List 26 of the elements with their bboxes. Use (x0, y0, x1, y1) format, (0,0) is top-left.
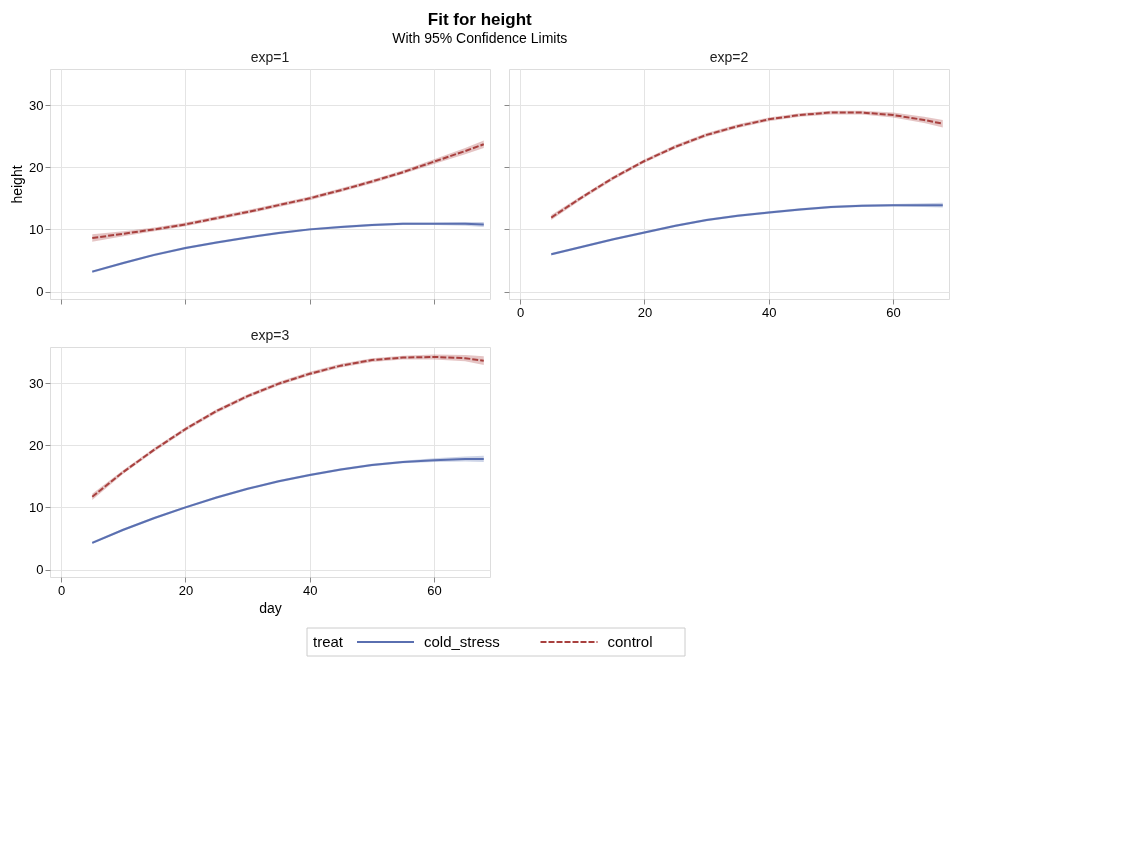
chart-subtitle: With 95% Confidence Limits (392, 29, 568, 46)
y-tick-label: 10 (29, 499, 44, 515)
x-tick-label: 0 (58, 582, 66, 598)
chart-title: exp=2 (709, 49, 749, 65)
chart-title: Fit for height (427, 9, 533, 29)
x-axis-title: day (259, 599, 282, 616)
y-tick-label: 0 (36, 562, 44, 578)
text: exp=1 (250, 49, 290, 65)
x-tick-label: 60 (886, 304, 901, 320)
legend-title: treat (313, 633, 344, 650)
y-tick-label: 30 (29, 375, 44, 391)
x-tick-label: 60 (427, 582, 442, 598)
x-tick-label: 20 (178, 582, 194, 598)
x-tick-label: 40 (303, 582, 318, 598)
y-tick-label: 30 (29, 97, 44, 113)
legend-label: control (607, 633, 653, 650)
x-tick-label: 40 (762, 304, 777, 320)
y-tick-label: 10 (29, 221, 44, 237)
y-tick-label: 20 (29, 159, 44, 175)
y-tick-label: 0 (36, 284, 44, 300)
chart-title: exp=3 (250, 327, 290, 343)
y-tick-label: 20 (29, 437, 44, 453)
x-tick-label: 0 (517, 304, 525, 320)
y-axis-title: height (9, 165, 26, 204)
legend-label: cold_stress (424, 633, 500, 650)
x-tick-label: 20 (637, 304, 653, 320)
